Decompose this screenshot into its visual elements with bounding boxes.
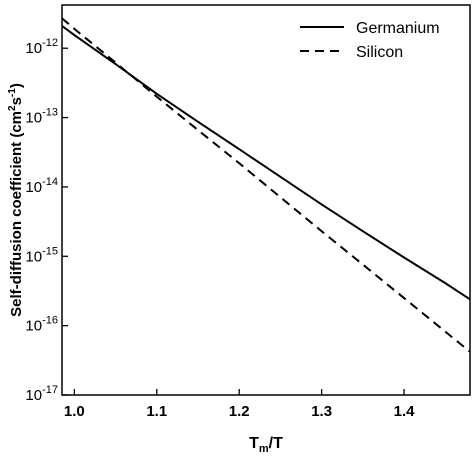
y-tick-label: 10-16 [25, 315, 58, 335]
plot-frame [61, 4, 471, 396]
x-tick-label: 1.1 [146, 403, 167, 420]
x-axis-label: Tm/T [249, 435, 283, 455]
y-tick-base: 10 [25, 40, 42, 57]
y-tick-exponent: -15 [42, 245, 58, 257]
y-axis-label-part: s [8, 97, 25, 105]
x-axis-label-part: T [249, 435, 259, 452]
y-tick-label: 10-13 [25, 107, 58, 127]
y-tick-exponent: -14 [42, 176, 58, 188]
data-line [62, 25, 470, 301]
y-tick-exponent: -13 [42, 107, 58, 119]
x-tick-label: 1.3 [311, 403, 332, 420]
x-axis-label-part: /T [269, 435, 283, 452]
y-tick-exponent: -12 [42, 37, 58, 49]
data-line [62, 17, 470, 353]
y-tick-base: 10 [25, 318, 42, 335]
y-tick-base: 10 [25, 110, 42, 127]
y-tick-label: 10-15 [25, 245, 58, 265]
y-axis-label-part: ) [8, 83, 25, 88]
y-axis-label-part: 2 [7, 105, 18, 111]
y-axis-label-part: Self-diffusion coefficient (cm [8, 111, 25, 317]
x-tick-label: 1.4 [394, 403, 416, 420]
x-axis-label-part: m [259, 443, 269, 455]
x-tick-label: 1.2 [229, 403, 250, 420]
y-tick-exponent: -16 [42, 315, 58, 327]
y-axis-label: Self-diffusion coefficient (cm2s-1) [7, 83, 25, 317]
y-tick-label: 10-12 [25, 37, 58, 57]
legend-label: Germanium [356, 20, 440, 37]
y-tick-label: 10-14 [25, 176, 58, 196]
y-tick-base: 10 [25, 387, 42, 404]
y-tick-base: 10 [25, 179, 42, 196]
y-tick-base: 10 [25, 248, 42, 265]
y-tick-exponent: -17 [42, 384, 58, 396]
legend-label: Silicon [356, 44, 403, 61]
y-tick-label: 10-17 [25, 384, 58, 404]
x-tick-label: 1.0 [64, 403, 85, 420]
y-axis-label-part: -1 [7, 88, 18, 97]
